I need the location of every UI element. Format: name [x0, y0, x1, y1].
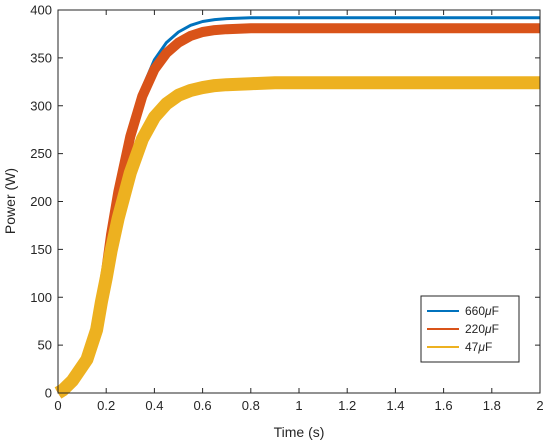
- x-tick-label: 2: [536, 398, 543, 413]
- x-tick-label: 0.2: [97, 398, 115, 413]
- x-tick-label: 1: [295, 398, 302, 413]
- y-tick-label: 0: [45, 386, 52, 401]
- legend: 660μF 220μF 47μF: [420, 295, 520, 363]
- y-tick-label: 50: [38, 338, 52, 353]
- x-tick-label: 0.6: [194, 398, 212, 413]
- x-tick-label: 0: [54, 398, 61, 413]
- legend-entry-2: 47μF: [465, 340, 492, 354]
- y-tick-label: 250: [30, 146, 52, 161]
- y-tick-label: 150: [30, 242, 52, 257]
- x-tick-label: 1.8: [483, 398, 501, 413]
- legend-entry-1: 220μF: [465, 322, 499, 336]
- y-tick-label: 400: [30, 3, 52, 18]
- x-tick-label: 1.6: [435, 398, 453, 413]
- series-line-2: [54, 76, 540, 399]
- y-axis: 0 50 100 150 200 250 300 350 400: [30, 3, 540, 401]
- y-tick-label: 200: [30, 194, 52, 209]
- y-tick-label: 100: [30, 290, 52, 305]
- x-tick-label: 1.2: [338, 398, 356, 413]
- x-axis-title: Time (s): [274, 424, 325, 440]
- x-tick-label: 0.8: [242, 398, 260, 413]
- y-tick-label: 300: [30, 98, 52, 113]
- y-tick-label: 350: [30, 50, 52, 65]
- x-tick-label: 1.4: [386, 398, 404, 413]
- legend-entry-0: 660μF: [465, 304, 499, 318]
- y-axis-title: Power (W): [2, 168, 18, 234]
- x-tick-label: 0.4: [145, 398, 163, 413]
- series-layer: [54, 16, 540, 399]
- x-axis: 0 0.2 0.4 0.6 0.8 1 1.2 1.4 1.6 1.8 2: [54, 10, 544, 413]
